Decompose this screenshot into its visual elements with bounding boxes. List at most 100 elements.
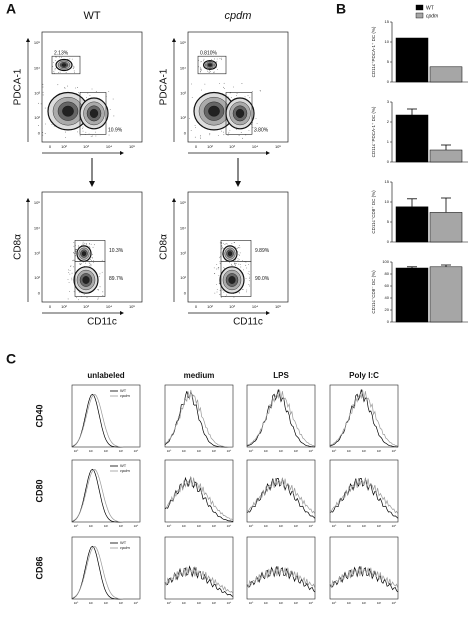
- histogram-frame: [246, 536, 316, 600]
- event-dot: [231, 265, 233, 266]
- event-dot: [60, 56, 62, 58]
- gate: [79, 92, 107, 135]
- histogram-curve: [164, 389, 234, 448]
- event-dot: [204, 83, 206, 85]
- event-dot: [82, 126, 84, 128]
- event-dot: [235, 128, 237, 130]
- x-tick-label: 10¹: [347, 524, 351, 528]
- event-dot: [191, 83, 192, 85]
- density-contour: [227, 251, 233, 256]
- event-dot: [85, 262, 86, 264]
- event-dot: [216, 291, 218, 293]
- event-dot: [74, 72, 75, 74]
- event-dot: [228, 131, 230, 133]
- event-dot: [84, 242, 86, 244]
- event-dot: [89, 94, 91, 96]
- x-tick-label: 0: [49, 304, 52, 309]
- event-dot: [216, 58, 218, 60]
- event-dot: [245, 134, 247, 136]
- event-dot: [87, 92, 89, 94]
- y-tick-label: 0: [184, 290, 187, 295]
- histogram-curve: [164, 477, 234, 521]
- column-title: unlabeled: [87, 371, 124, 380]
- y-axis-label: CD11c⁺PDCA-1⁺ DC (%): [371, 26, 376, 77]
- x-tick-label: 10³: [83, 304, 89, 309]
- event-dot: [73, 253, 75, 254]
- event-dot: [194, 125, 196, 126]
- event-dot: [221, 246, 223, 248]
- y-tick-label: 10⁴: [34, 65, 40, 70]
- event-dot: [241, 83, 243, 84]
- histogram-curve: [246, 389, 316, 447]
- x-tick-label: 10²: [207, 304, 213, 309]
- event-dot: [67, 279, 69, 280]
- event-dot: [203, 58, 205, 60]
- event-dot: [220, 296, 222, 298]
- histogram-curve: [246, 477, 316, 515]
- event-dot: [78, 299, 80, 301]
- bar: [429, 149, 463, 163]
- x-tick-label: 10⁵: [275, 144, 281, 149]
- x-tick-label: 10¹: [347, 449, 351, 453]
- event-dot: [221, 130, 222, 132]
- event-dot: [78, 245, 79, 247]
- event-dot: [73, 70, 75, 72]
- event-dot: [59, 56, 60, 58]
- event-dot: [237, 258, 239, 259]
- event-dot: [68, 269, 69, 271]
- event-dot: [82, 243, 84, 245]
- x-tick-label: 10⁴: [309, 449, 314, 453]
- event-dot: [42, 86, 44, 88]
- event-dot: [235, 262, 237, 264]
- event-dot: [69, 290, 70, 292]
- event-dot: [242, 137, 244, 139]
- event-dot: [83, 243, 85, 245]
- event-dot: [249, 285, 250, 287]
- y-tick-label: 10⁵: [180, 40, 186, 45]
- event-dot: [102, 291, 104, 293]
- y-axis-label: CD11c⁻PDCA-1⁺ DC (%): [371, 106, 376, 157]
- row-title: CD80: [34, 479, 44, 502]
- event-dot: [213, 71, 214, 73]
- event-dot: [247, 272, 249, 274]
- event-dot: [239, 255, 240, 256]
- bar: [395, 114, 429, 163]
- event-dot: [219, 283, 220, 285]
- gate: [220, 260, 252, 297]
- gate-label: 0.810%: [200, 51, 218, 57]
- x-tick-label: 10³: [229, 304, 235, 309]
- event-dot: [82, 241, 84, 243]
- event-dot: [221, 248, 223, 250]
- event-dot: [75, 249, 77, 250]
- event-dot: [214, 273, 216, 275]
- event-dot: [72, 68, 74, 70]
- event-dot: [73, 242, 75, 243]
- event-dot: [229, 129, 231, 131]
- x-tick-label: 10⁰: [249, 524, 254, 528]
- y-tick-label: 10: [385, 39, 390, 44]
- event-dot: [93, 244, 95, 246]
- bar: [429, 266, 463, 323]
- event-dot: [209, 133, 211, 135]
- event-dot: [219, 242, 221, 244]
- event-dot: [246, 289, 248, 291]
- legend-swatch: [415, 12, 424, 19]
- event-dot: [69, 58, 71, 60]
- event-dot: [69, 273, 71, 275]
- density-contour: [235, 108, 245, 118]
- event-dot: [236, 93, 238, 94]
- event-dot: [92, 246, 94, 248]
- x-tick-label: 10²: [362, 601, 366, 605]
- y-tick-label: 5: [387, 59, 390, 64]
- bar: [395, 37, 429, 83]
- event-dot: [89, 243, 90, 245]
- event-dot: [249, 97, 251, 99]
- density-contour: [62, 105, 74, 117]
- event-dot: [255, 117, 257, 119]
- event-dot: [256, 123, 258, 125]
- x-tick-label: 10³: [212, 449, 216, 453]
- histogram-curve: [164, 390, 233, 448]
- event-dot: [52, 66, 54, 68]
- histogram-curve: [164, 566, 234, 595]
